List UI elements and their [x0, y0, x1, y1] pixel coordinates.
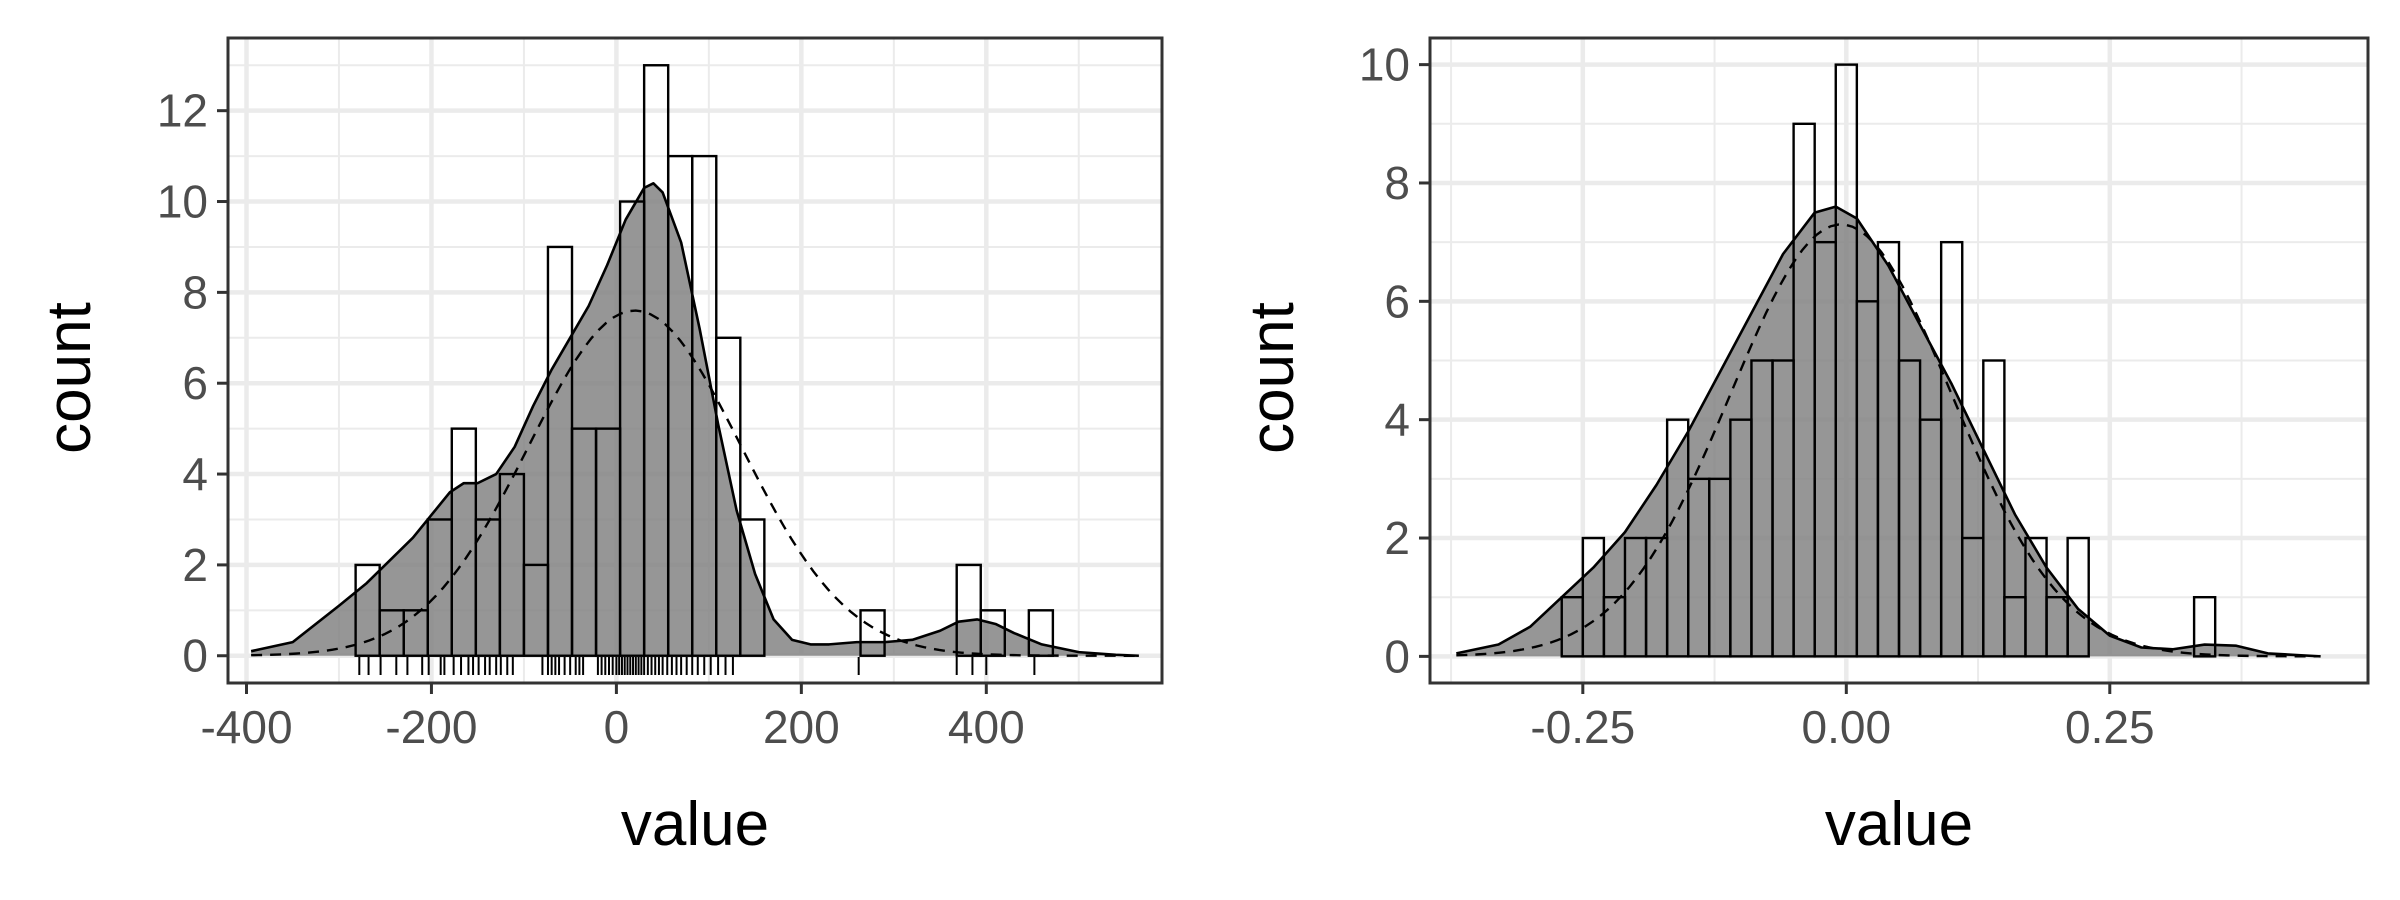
y-axis-title: count — [35, 302, 104, 454]
panel-border — [226, 36, 1164, 685]
histogram-bar — [1939, 240, 1964, 658]
y-tick-label: 10 — [1359, 39, 1410, 91]
y-tick-label: 8 — [1384, 157, 1410, 209]
x-axis-title: value — [621, 790, 769, 859]
x-tick-label: 400 — [948, 701, 1025, 753]
normal-curve — [251, 309, 1139, 657]
y-tick-label: 6 — [1384, 275, 1410, 327]
x-tick-label: -200 — [385, 701, 477, 753]
y-tick-label: 2 — [182, 539, 208, 591]
y-tick-label: 0 — [1384, 630, 1410, 682]
x-tick-label: -400 — [200, 701, 292, 753]
density-area — [1456, 206, 2321, 657]
right-histogram-panel: -0.25 0.00 0.25 0 2 4 6 8 10 value count — [1238, 36, 2370, 859]
x-tick-label: 0.25 — [2065, 701, 2155, 753]
histogram-bar — [2192, 595, 2217, 658]
x-tick-label: -0.25 — [1530, 701, 1635, 753]
y-tick-label: 8 — [182, 266, 208, 318]
y-tick-label: 4 — [182, 448, 208, 500]
histogram-bar — [979, 609, 1006, 657]
x-tick-label: 0 — [604, 701, 630, 753]
y-tick-label: 10 — [157, 176, 208, 228]
x-axis-title: value — [1825, 790, 1973, 859]
density-area — [251, 183, 1139, 656]
x-tick-label: 200 — [763, 701, 840, 753]
density-curve — [250, 182, 1139, 658]
y-tick-label: 0 — [182, 630, 208, 682]
x-tick-label: 0.00 — [1802, 701, 1892, 753]
histogram-bar — [1027, 609, 1055, 657]
y-tick-label: 2 — [1384, 512, 1410, 564]
y-tick-label: 6 — [182, 357, 208, 409]
left-histogram-panel: -400 -200 0 200 400 0 2 4 6 8 10 12 value count — [35, 36, 1164, 859]
density-curve — [1456, 205, 2321, 658]
panel-border — [1428, 36, 2370, 685]
y-tick-label: 4 — [1384, 394, 1410, 446]
normal-curve — [1456, 223, 2321, 658]
y-tick-label: 12 — [157, 85, 208, 137]
histogram-bar — [715, 336, 742, 657]
histogram-bar — [739, 518, 766, 657]
y-axis-title: count — [1238, 302, 1307, 454]
